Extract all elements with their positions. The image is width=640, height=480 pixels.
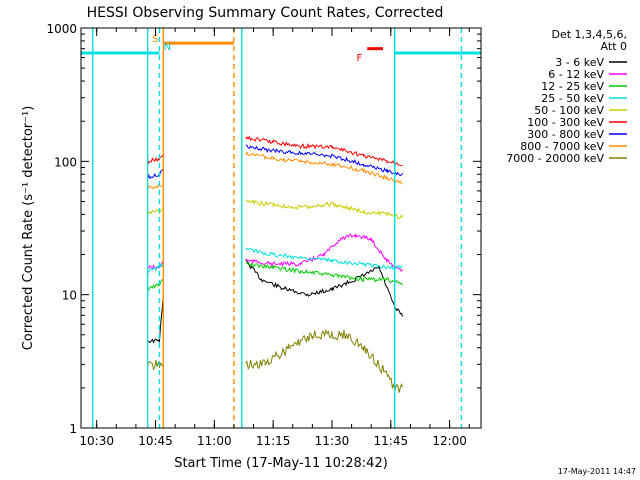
plot-area	[81, 28, 481, 428]
series-line-6	[147, 144, 404, 180]
y-tick-label-3: 1000	[46, 22, 77, 36]
legend-label-2: 12 - 25 keV	[541, 80, 604, 93]
x-tick-label-6: 12:00	[432, 434, 467, 448]
legend-label-5: 100 - 300 keV	[527, 116, 604, 129]
x-tick-label-5: 11:45	[374, 434, 409, 448]
axes: 10:30 10:45 11:00 11:15 11:30 11:45 12:00 1 10 10…	[46, 22, 482, 448]
series-line-2	[147, 262, 404, 291]
legend-label-8: 7000 - 20000 keV	[506, 152, 604, 165]
annotation-s: S	[152, 34, 158, 45]
footer-timestamp: 17-May-2011 14:47	[558, 467, 636, 476]
legend-header-1: Att 0	[601, 40, 627, 53]
legend-label-6: 300 - 800 keV	[527, 128, 604, 141]
legend-label-1: 6 - 12 keV	[548, 68, 604, 81]
series-group	[147, 135, 404, 393]
x-axis-label: Start Time (17-May-11 10:28:42)	[174, 456, 388, 471]
series-line-1	[147, 233, 403, 272]
plot-background	[81, 28, 481, 428]
x-tick-label-4: 11:30	[315, 434, 350, 448]
legend-header-0: Det 1,3,4,5,6,	[551, 28, 627, 41]
series-line-5	[147, 135, 403, 167]
legend-label-4: 50 - 100 keV	[534, 104, 604, 117]
series-line-7	[147, 151, 403, 190]
x-tick-label-0: 10:30	[79, 434, 114, 448]
y-tick-label-0: 1	[69, 422, 77, 436]
marker-group: SN F	[81, 28, 481, 428]
series-line-4	[147, 199, 404, 220]
y-tick-label-2: 100	[54, 155, 77, 169]
chart-title: HESSI Observing Summary Count Rates, Cor…	[87, 5, 444, 21]
annotation-f: F	[357, 53, 363, 64]
series-line-0	[147, 258, 404, 344]
y-axis-label: Corrected Count Rate (s⁻¹ detector⁻¹)	[21, 106, 36, 351]
plot-frame	[80, 27, 482, 429]
legend-label-0: 3 - 6 keV	[555, 56, 604, 69]
x-tick-label-3: 11:15	[256, 434, 291, 448]
x-tick-label-2: 11:00	[197, 434, 232, 448]
y-tick-label-1: 10	[62, 289, 77, 303]
x-tick-label-1: 10:45	[138, 434, 173, 448]
series-line-3	[147, 247, 403, 274]
series-line-8	[147, 328, 404, 393]
legend-label-3: 25 - 50 keV	[541, 92, 604, 105]
annotation-n: N	[164, 42, 171, 53]
legend-label-7: 800 - 7000 keV	[520, 140, 604, 153]
